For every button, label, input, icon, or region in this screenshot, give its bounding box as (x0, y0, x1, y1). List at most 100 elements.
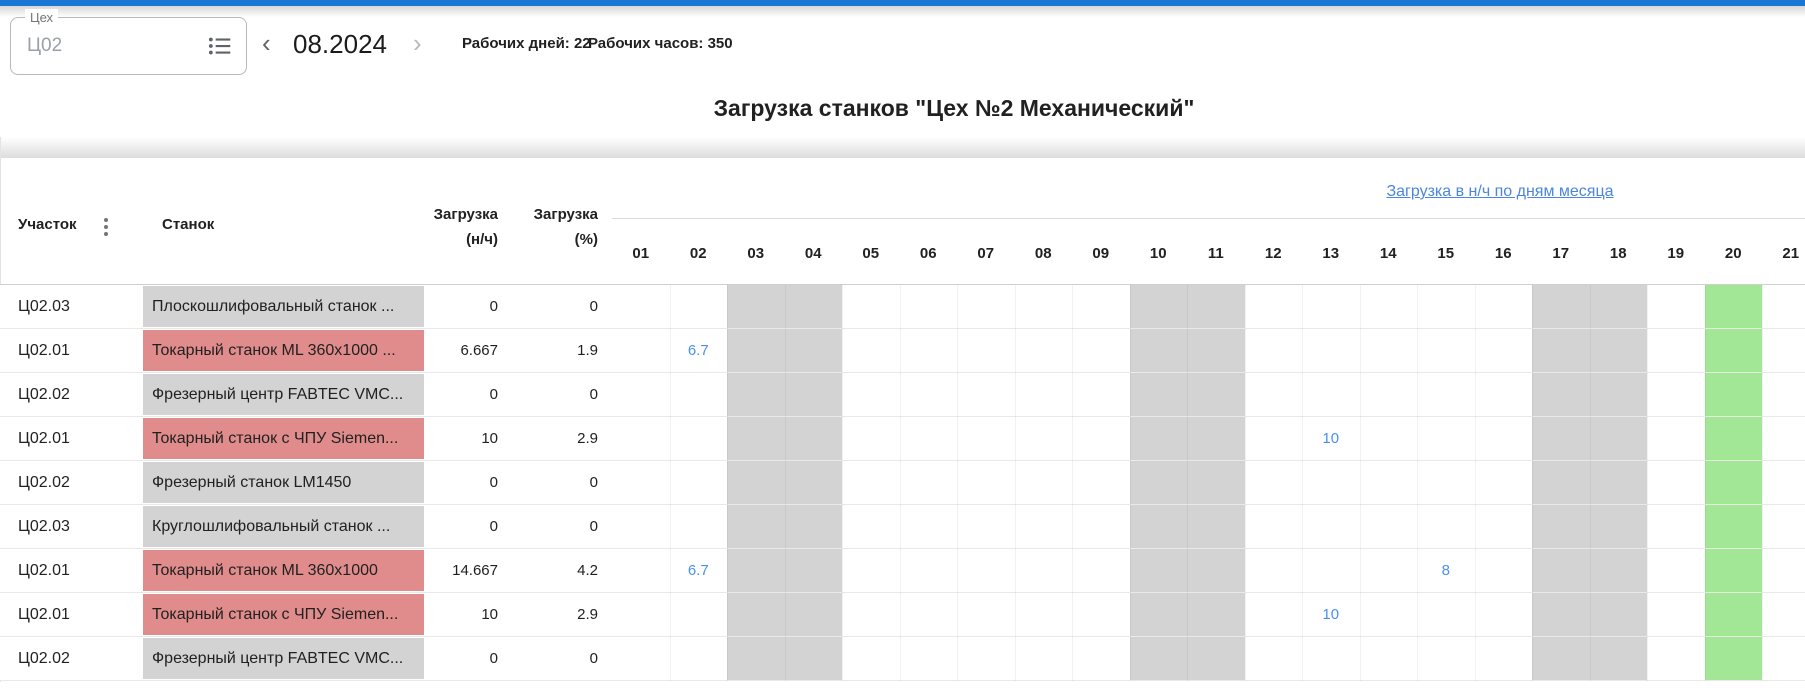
weekend-cell (727, 373, 785, 416)
weekend-cell (1129, 593, 1187, 636)
column-header-load-pct: Загрузка (%) (533, 206, 598, 248)
load-nh-value: 0 (489, 474, 498, 491)
weekend-cell (1187, 505, 1245, 548)
load-nh-value: 0 (489, 518, 498, 535)
weekend-cell (1187, 637, 1245, 680)
weekend-cell (784, 593, 842, 636)
section-cell: Ц02.01 (18, 342, 70, 359)
weekend-cell (784, 505, 842, 548)
weekend-cell (1129, 505, 1187, 548)
weekend-cell (1129, 461, 1187, 504)
section-cell: Ц02.02 (18, 474, 70, 491)
section-cell: Ц02.03 (18, 298, 70, 315)
weekend-cell (784, 549, 842, 592)
day-column-separator (1302, 285, 1303, 681)
day-column-separator (1589, 285, 1591, 681)
day-load-value[interactable]: 6.7 (687, 342, 709, 359)
load-nh-value: 6.667 (460, 342, 498, 359)
next-month-button[interactable]: › (413, 28, 422, 58)
weekend-cell (1532, 285, 1590, 328)
day-group-border (612, 218, 1805, 219)
shop-filter-value: Ц02 (27, 35, 63, 56)
machine-cell: Токарный станок с ЧПУ Siemen... (143, 418, 424, 459)
day-header: 12 (1264, 245, 1282, 262)
machine-cell: Плоскошлифовальный станок ... (143, 286, 424, 327)
day-header: 02 (689, 245, 707, 262)
day-column-separator (1244, 285, 1246, 681)
weekend-cell (727, 593, 785, 636)
day-header: 07 (977, 245, 995, 262)
weekend-cell (1187, 285, 1245, 328)
month-label: 08.2024 (293, 29, 387, 59)
day-load-value[interactable]: 6.7 (687, 562, 709, 579)
table-header-border (0, 284, 1805, 285)
day-header: 10 (1149, 245, 1167, 262)
table-row: Ц02.03 Плоскошлифовальный станок ... 0 0 (0, 285, 1805, 329)
section-cell: Ц02.02 (18, 386, 70, 403)
weekend-cell (1532, 329, 1590, 372)
today-cell (1704, 285, 1762, 328)
weekend-cell (1532, 549, 1590, 592)
day-column-separator (1417, 285, 1418, 681)
day-load-value[interactable]: 8 (1441, 562, 1450, 579)
weekend-cell (784, 373, 842, 416)
load-nh-value: 0 (489, 298, 498, 315)
load-nh-value: 10 (481, 606, 498, 623)
column-header-section: Участок (18, 216, 77, 233)
load-pct-value: 1.9 (577, 342, 598, 359)
weekend-cell (727, 505, 785, 548)
shop-filter-field[interactable]: Цех Ц02 (10, 9, 247, 75)
weekend-cell (1187, 373, 1245, 416)
weekend-cell (727, 417, 785, 460)
weekend-cell (1589, 593, 1647, 636)
day-column-separator (1359, 285, 1361, 681)
weekend-cell (1532, 373, 1590, 416)
load-pct-value: 0 (589, 650, 598, 667)
weekend-cell (727, 549, 785, 592)
section-cell: Ц02.02 (18, 650, 70, 667)
prev-month-button[interactable]: ‹ (262, 28, 271, 58)
day-header: 14 (1379, 245, 1397, 262)
weekend-cell (1532, 417, 1590, 460)
working-hours-stat: Рабочих часов: 350 (588, 35, 733, 52)
day-header: 11 (1207, 245, 1224, 262)
day-load-value[interactable]: 10 (1322, 430, 1340, 447)
day-load-value[interactable]: 10 (1322, 606, 1340, 623)
load-pct-value: 2.9 (577, 606, 598, 623)
day-header: 13 (1322, 245, 1340, 262)
day-header: 18 (1609, 245, 1627, 262)
weekend-cell (727, 329, 785, 372)
column-menu-icon[interactable] (103, 217, 109, 237)
load-pct-value: 4.2 (577, 562, 598, 579)
weekend-cell (1589, 505, 1647, 548)
day-header: 17 (1552, 245, 1570, 262)
day-column-separator (1532, 285, 1533, 681)
day-header: 05 (862, 245, 880, 262)
weekend-cell (1129, 549, 1187, 592)
load-pct-value: 0 (589, 474, 598, 491)
column-header-machine: Станок (162, 216, 215, 233)
day-header: 20 (1724, 245, 1742, 262)
day-column-separator (1704, 285, 1706, 681)
section-cell: Ц02.01 (18, 562, 70, 579)
header-divider-shadow (0, 137, 1805, 158)
machine-cell: Фрезерный центр FABTEC VMC... (143, 638, 424, 679)
weekend-cell (1589, 549, 1647, 592)
weekend-cell (1589, 637, 1647, 680)
day-column-separator (669, 285, 671, 681)
machine-cell: Токарный станок с ЧПУ Siemen... (143, 594, 424, 635)
weekend-cell (1589, 329, 1647, 372)
machine-cell: Круглошлифовальный станок ... (143, 506, 424, 547)
app-top-bar (0, 0, 1805, 6)
list-icon[interactable] (206, 33, 233, 60)
section-cell: Ц02.01 (18, 430, 70, 447)
weekend-cell (1532, 505, 1590, 548)
load-nh-value: 0 (489, 386, 498, 403)
day-column-separator (1014, 285, 1016, 681)
weekend-cell (1187, 549, 1245, 592)
table-row: Ц02.01 Токарный станок ML 360x1000 ... 6.6… (0, 329, 1805, 373)
table-row: Ц02.01 Токарный станок ML 360x1000 14.667 4… (0, 549, 1805, 593)
days-load-link[interactable]: Загрузка в н/ч по дням месяца (1386, 183, 1614, 200)
today-cell (1704, 461, 1762, 504)
weekend-cell (727, 461, 785, 504)
